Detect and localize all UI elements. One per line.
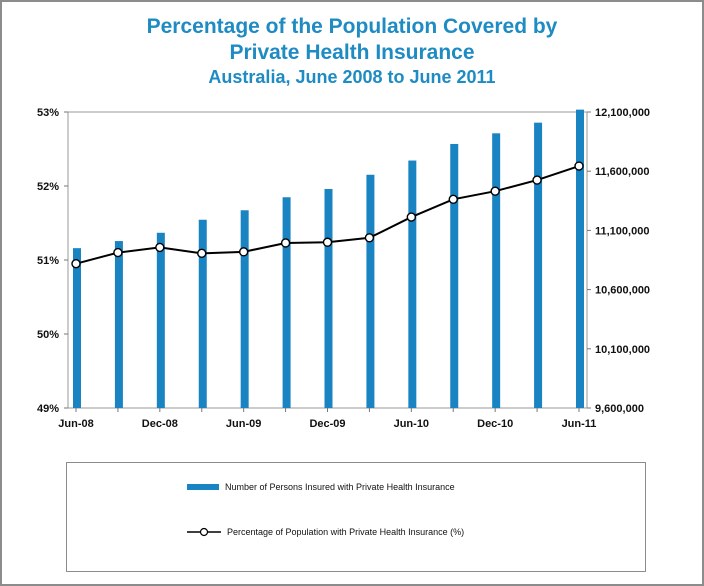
x-axis-label: Jun-10 [394,418,429,430]
legend-bar-swatch [187,484,219,490]
bar [114,241,123,408]
bar [534,122,543,408]
right-axis-label: 11,600,000 [595,166,649,178]
left-axis-label: 50% [37,329,59,341]
bar [408,160,417,408]
right-axis-label: 10,600,000 [595,285,650,297]
left-axis-label: 49% [37,403,59,415]
legend-line-swatch [187,527,221,537]
line-point [574,161,584,171]
line-point [155,242,165,253]
legend-item-line: Percentage of Population with Private He… [187,527,464,537]
right-axis-label: 12,100,000 [595,107,650,119]
chart-title-line2: Private Health Insurance [229,41,475,64]
chart-svg: 49% 50% 51% 52% 53% 9,600,000 10,100,000 10,600… [37,107,650,430]
line-point [71,259,81,269]
chart-subtitle: Australia, June 2008 to June 2011 [208,67,496,87]
bar [492,133,501,408]
chart-title: Percentage of the Population Covered by [146,15,558,38]
line-point [532,175,542,185]
x-axis-label: Dec-08 [142,418,178,430]
bar [324,188,333,408]
x-axis-label: Dec-09 [309,418,345,430]
line-point [238,247,249,257]
right-axis-label: 11,100,000 [595,225,649,237]
legend: Number of Persons Insured with Private H… [66,462,646,572]
line-point [448,194,458,205]
bar [73,248,81,408]
bar [366,174,375,408]
right-axis-label: 9,600,000 [595,403,644,415]
bar [282,197,291,408]
bar [450,143,459,408]
left-axis-label: 51% [37,255,59,267]
line-point [197,248,207,259]
line-point [490,186,500,196]
line-point [113,247,123,258]
line-point [406,212,417,222]
line-point [322,237,333,247]
legend-label-bars: Number of Persons Insured with Private H… [225,482,455,492]
x-axis-label: Jun-08 [58,418,93,430]
chart-title-block: Percentage of the Population Covered by … [0,14,704,88]
bar [198,219,207,408]
left-axis-label: 53% [37,107,59,119]
line-point [280,238,291,248]
line-point [364,233,375,243]
right-axis-label: 10,100,000 [595,344,650,356]
x-axis-label: Jun-11 [562,418,597,430]
bar [240,210,249,408]
legend-label-line: Percentage of Population with Private He… [227,527,465,537]
bar [156,232,165,408]
legend-item-bars: Number of Persons Insured with Private H… [187,482,455,492]
left-axis-label: 52% [37,181,59,193]
bar [576,109,584,408]
x-axis-label: Jun-09 [226,418,261,430]
x-axis-label: Dec-10 [477,418,513,430]
